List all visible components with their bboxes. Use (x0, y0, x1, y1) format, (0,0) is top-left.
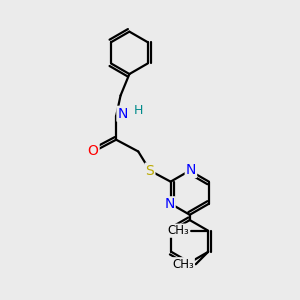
Text: S: S (146, 164, 154, 178)
Text: H: H (134, 104, 143, 117)
Text: N: N (186, 163, 196, 177)
Text: CH₃: CH₃ (168, 224, 190, 237)
Text: O: O (88, 144, 99, 158)
Text: CH₃: CH₃ (172, 258, 194, 271)
Text: N: N (164, 197, 175, 211)
Text: N: N (117, 107, 128, 121)
